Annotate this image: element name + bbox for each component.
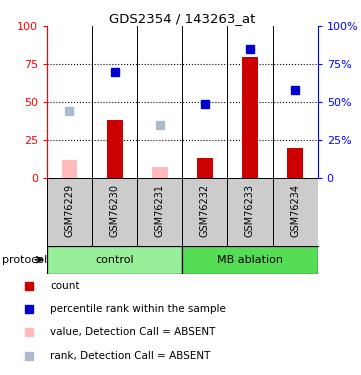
Bar [107,120,122,178]
Bar [287,148,303,178]
Bar [273,178,318,246]
Text: MB ablation: MB ablation [217,255,283,265]
Text: protocol: protocol [2,255,47,265]
Bar [182,178,227,246]
Text: GSM76231: GSM76231 [155,183,165,237]
Text: GSM76233: GSM76233 [245,183,255,237]
Bar [152,168,168,178]
Bar [92,178,137,246]
Bar [197,158,213,178]
Title: GDS2354 / 143263_at: GDS2354 / 143263_at [109,12,256,25]
Text: GSM76234: GSM76234 [290,183,300,237]
Bar [47,178,92,246]
Text: value, Detection Call = ABSENT: value, Detection Call = ABSENT [50,327,216,338]
Bar [227,178,273,246]
Text: GSM76230: GSM76230 [110,183,119,237]
Bar [62,160,77,178]
Text: rank, Detection Call = ABSENT: rank, Detection Call = ABSENT [50,351,210,361]
Text: GSM76229: GSM76229 [65,183,74,237]
Bar [182,246,318,274]
Text: control: control [95,255,134,265]
Bar [137,178,182,246]
Text: GSM76232: GSM76232 [200,183,210,237]
Text: percentile rank within the sample: percentile rank within the sample [50,304,226,314]
Text: count: count [50,281,79,291]
Bar [242,57,258,178]
Bar [47,246,182,274]
